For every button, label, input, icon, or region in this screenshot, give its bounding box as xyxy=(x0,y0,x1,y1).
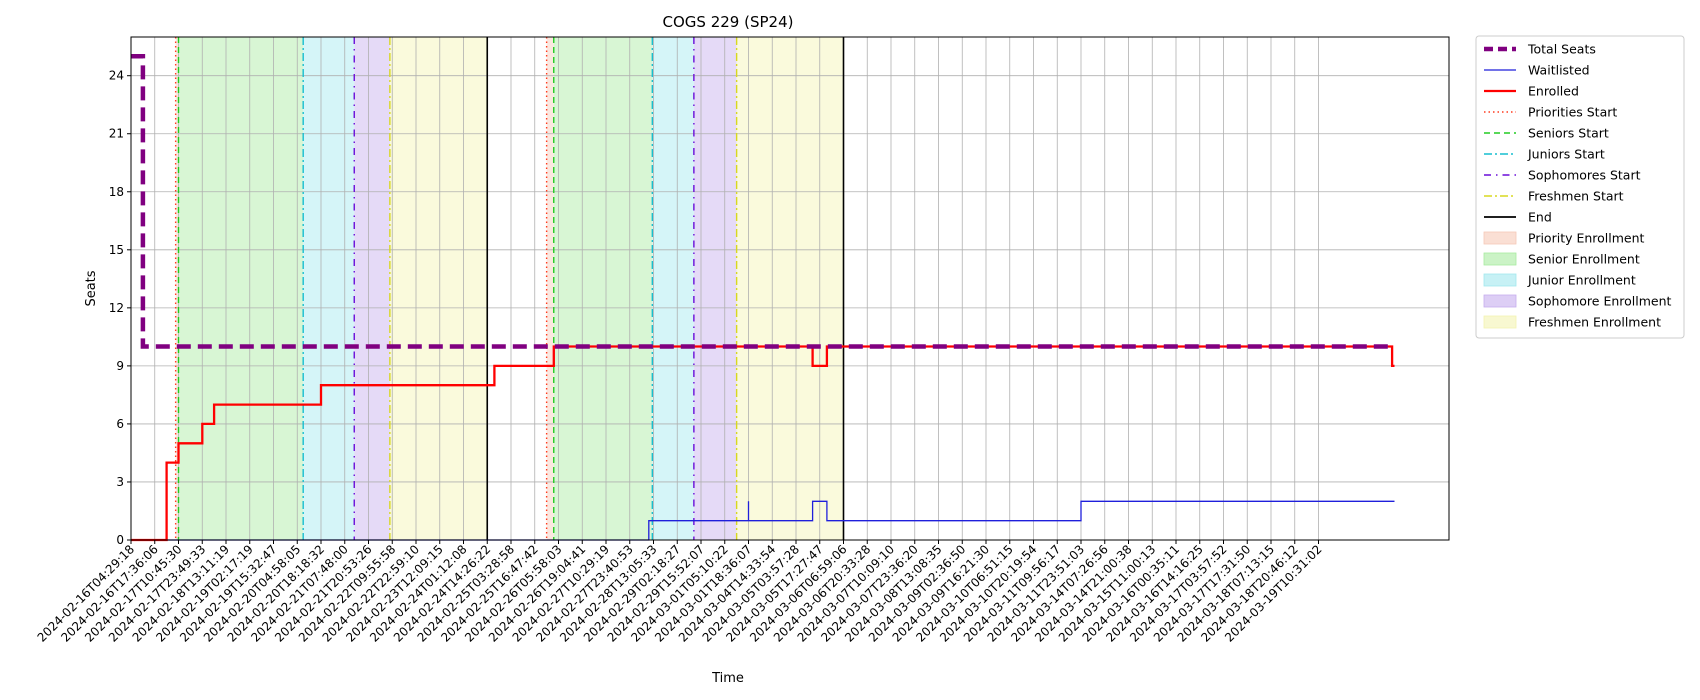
y-axis-title: Seats xyxy=(84,270,99,306)
legend-item-senior-enrollment: Senior Enrollment xyxy=(1483,252,1640,267)
legend-label: Sophomores Start xyxy=(1528,168,1641,183)
legend-swatch xyxy=(1483,252,1517,266)
legend-label: Priority Enrollment xyxy=(1528,231,1645,246)
legend-swatch xyxy=(1483,273,1517,287)
plot-area: 036912151821242024-02-16T04:29:182024-02… xyxy=(35,36,1450,645)
series-line-total-seats xyxy=(131,54,1395,349)
legend-label: Sophomore Enrollment xyxy=(1528,294,1672,309)
legend-item-priority-enrollment: Priority Enrollment xyxy=(1483,231,1645,246)
phase-period-1-sophomore-enrollment xyxy=(354,37,390,540)
legend-item-end: End xyxy=(1484,210,1552,225)
legend-swatch xyxy=(1483,231,1517,245)
y-tick-label: 18 xyxy=(109,185,124,199)
legend-item-waitlisted: Waitlisted xyxy=(1484,63,1590,78)
y-tick-label: 21 xyxy=(109,127,124,141)
legend-item-total-seats: Total Seats xyxy=(1484,42,1596,57)
phase-period-2-freshmen-enrollment xyxy=(736,37,844,540)
series-line-waitlisted xyxy=(131,500,1395,541)
phase-period-2-priority-enrollment xyxy=(546,37,554,540)
legend-swatch xyxy=(1483,315,1517,329)
legend-item-sophomore-enrollment: Sophomore Enrollment xyxy=(1483,294,1672,309)
y-tick-label: 0 xyxy=(116,533,124,547)
chart-title: COGS 229 (SP24) xyxy=(663,13,794,31)
phase-period-1-junior-enrollment xyxy=(303,37,355,540)
series-line-enrolled xyxy=(131,345,1395,542)
legend-label: Senior Enrollment xyxy=(1528,252,1640,267)
y-tick-label: 9 xyxy=(116,359,124,373)
plot-frame xyxy=(130,36,1450,541)
legend-item-sophomores-start: Sophomores Start xyxy=(1484,168,1641,183)
legend-label: Freshmen Start xyxy=(1528,189,1624,204)
y-tick-label: 24 xyxy=(109,69,124,83)
legend-label: Total Seats xyxy=(1527,42,1596,57)
legend-label: Waitlisted xyxy=(1528,63,1590,78)
y-tick-label: 6 xyxy=(116,417,124,431)
legend: Total Seats Waitlisted Enrolled Priorities … xyxy=(1475,35,1685,339)
legend-item-seniors-start: Seniors Start xyxy=(1484,126,1609,141)
legend-swatch xyxy=(1483,294,1517,308)
y-tick-label: 3 xyxy=(116,475,124,489)
phase-period-1-senior-enrollment xyxy=(178,37,304,540)
legend-item-junior-enrollment: Junior Enrollment xyxy=(1483,273,1636,288)
legend-label: End xyxy=(1528,210,1552,225)
legend-item-freshmen-enrollment: Freshmen Enrollment xyxy=(1483,315,1661,330)
legend-item-priorities-start: Priorities Start xyxy=(1484,105,1617,120)
phase-period-2-senior-enrollment xyxy=(553,37,653,540)
legend-item-enrolled: Enrolled xyxy=(1484,84,1579,99)
y-tick-label: 15 xyxy=(109,243,124,257)
legend-label: Priorities Start xyxy=(1528,105,1617,120)
legend-label: Freshmen Enrollment xyxy=(1528,315,1661,330)
phase-period-1-priority-enrollment xyxy=(175,37,179,540)
legend-label: Junior Enrollment xyxy=(1527,273,1636,288)
phase-period-2-sophomore-enrollment xyxy=(693,37,737,540)
legend-item-freshmen-start: Freshmen Start xyxy=(1484,189,1624,204)
x-axis-title: Time xyxy=(711,671,744,686)
phase-period-2-junior-enrollment xyxy=(652,37,694,540)
y-tick-label: 12 xyxy=(109,301,124,315)
legend-label: Juniors Start xyxy=(1527,147,1605,162)
phase-period-1-freshmen-enrollment xyxy=(389,37,488,540)
legend-label: Enrolled xyxy=(1528,84,1579,99)
legend-item-juniors-start: Juniors Start xyxy=(1484,147,1605,162)
legend-box xyxy=(1475,35,1685,339)
legend-label: Seniors Start xyxy=(1528,126,1609,141)
